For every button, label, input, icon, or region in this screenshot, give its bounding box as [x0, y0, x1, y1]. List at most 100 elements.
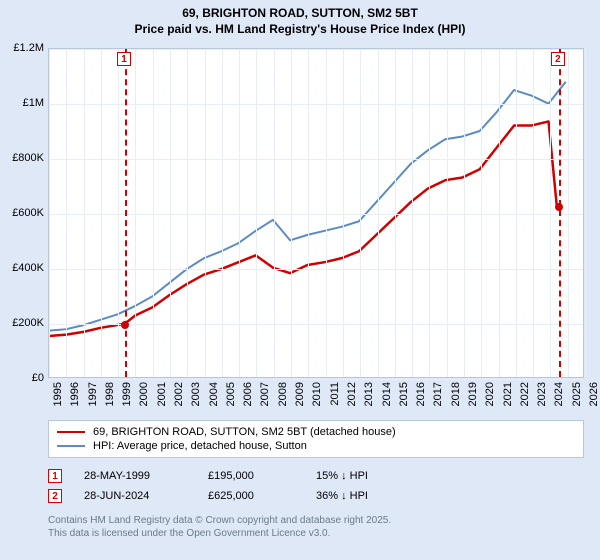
data-row-pct: 36% ↓ HPI [316, 490, 426, 502]
x-axis-label: 1998 [104, 382, 116, 406]
y-axis-label: £0 [32, 372, 44, 384]
x-axis-label: 2018 [450, 382, 462, 406]
grid-line-v [256, 49, 257, 377]
data-row-price: £625,000 [208, 490, 308, 502]
grid-line-v [533, 49, 534, 377]
y-axis-label: £200K [12, 317, 44, 329]
data-row-pct: 15% ↓ HPI [316, 470, 426, 482]
grid-line-v [481, 49, 482, 377]
chart-title: 69, BRIGHTON ROAD, SUTTON, SM2 5BT [0, 0, 600, 22]
x-axis-label: 2016 [415, 382, 427, 406]
x-axis-label: 2005 [225, 382, 237, 406]
grid-line-v [464, 49, 465, 377]
x-axis-label: 2013 [363, 382, 375, 406]
marker-dot [555, 203, 563, 211]
marker-badge: 2 [551, 52, 565, 66]
grid-line-v [222, 49, 223, 377]
y-axis-label: £1.2M [13, 42, 44, 54]
grid-line-v [308, 49, 309, 377]
x-axis-label: 2006 [242, 382, 254, 406]
legend-swatch [57, 445, 85, 447]
x-axis-label: 2017 [432, 382, 444, 406]
x-axis-label: 2014 [381, 382, 393, 406]
data-row-date: 28-JUN-2024 [70, 490, 200, 502]
grid-line-v [239, 49, 240, 377]
data-row: 128-MAY-1999£195,00015% ↓ HPI [48, 466, 584, 486]
grid-line-v [101, 49, 102, 377]
x-axis-label: 2021 [502, 382, 514, 406]
grid-line-h [49, 379, 583, 380]
grid-line-v [378, 49, 379, 377]
x-axis-label: 2015 [398, 382, 410, 406]
x-axis-label: 2025 [571, 382, 583, 406]
x-axis-label: 2020 [484, 382, 496, 406]
data-row-badge: 1 [48, 469, 62, 483]
legend-swatch [57, 431, 85, 433]
grid-line-v [343, 49, 344, 377]
grid-line-v [274, 49, 275, 377]
x-axis-label: 2001 [156, 382, 168, 406]
grid-line-v [585, 49, 586, 377]
grid-line-v [118, 49, 119, 377]
grid-line-v [516, 49, 517, 377]
y-axis-label: £600K [12, 207, 44, 219]
grid-line-v [447, 49, 448, 377]
x-axis-label: 2000 [138, 382, 150, 406]
grid-line-v [568, 49, 569, 377]
grid-line-v [429, 49, 430, 377]
legend: 69, BRIGHTON ROAD, SUTTON, SM2 5BT (deta… [48, 420, 584, 458]
legend-label: HPI: Average price, detached house, Sutt… [93, 440, 307, 452]
x-axis-label: 2024 [553, 382, 565, 406]
y-axis-label: £400K [12, 262, 44, 274]
x-axis-label: 1997 [87, 382, 99, 406]
x-axis-label: 2011 [329, 382, 341, 406]
footer-line-1: Contains HM Land Registry data © Crown c… [48, 514, 391, 527]
grid-line-v [187, 49, 188, 377]
x-axis-label: 2003 [190, 382, 202, 406]
grid-line-h [49, 159, 583, 160]
data-row-badge: 2 [48, 489, 62, 503]
y-axis-label: £1M [23, 97, 44, 109]
grid-line-h [49, 104, 583, 105]
grid-line-v [66, 49, 67, 377]
x-axis-label: 2009 [294, 382, 306, 406]
footer: Contains HM Land Registry data © Crown c… [48, 514, 391, 540]
grid-line-v [170, 49, 171, 377]
grid-line-v [326, 49, 327, 377]
x-axis-label: 2007 [259, 382, 271, 406]
grid-line-v [205, 49, 206, 377]
grid-line-h [49, 49, 583, 50]
grid-line-h [49, 324, 583, 325]
grid-line-h [49, 269, 583, 270]
x-axis-label: 1999 [121, 382, 133, 406]
grid-line-v [49, 49, 50, 377]
arrow-down-icon: ↓ [341, 490, 347, 502]
data-row: 2 28-JUN-2024 £625,000 36% ↓ HPI [48, 486, 584, 506]
grid-line-v [153, 49, 154, 377]
legend-row: 69, BRIGHTON ROAD, SUTTON, SM2 5BT (deta… [57, 425, 575, 439]
marker-line [559, 49, 561, 377]
x-axis-label: 2019 [467, 382, 479, 406]
legend-row: HPI: Average price, detached house, Sutt… [57, 439, 575, 453]
chart-plot-area [48, 48, 584, 378]
data-row-date: 28-MAY-1999 [70, 470, 200, 482]
data-rows: 128-MAY-1999£195,00015% ↓ HPI228-JUN-202… [48, 466, 584, 506]
chart-subtitle: Price paid vs. HM Land Registry's House … [0, 22, 600, 38]
grid-line-v [360, 49, 361, 377]
x-axis-label: 2026 [588, 382, 600, 406]
x-axis-label: 2022 [519, 382, 531, 406]
chart-panel: 69, BRIGHTON ROAD, SUTTON, SM2 5BT Price… [0, 0, 600, 560]
x-axis-label: 2010 [311, 382, 323, 406]
marker-badge: 1 [117, 52, 131, 66]
x-axis-label: 2012 [346, 382, 358, 406]
x-axis-label: 1995 [52, 382, 64, 406]
x-axis-label: 2008 [277, 382, 289, 406]
marker-dot [121, 321, 129, 329]
grid-line-h [49, 214, 583, 215]
x-axis-label: 2002 [173, 382, 185, 406]
grid-line-v [550, 49, 551, 377]
y-axis-label: £800K [12, 152, 44, 164]
grid-line-v [395, 49, 396, 377]
x-axis-label: 2004 [208, 382, 220, 406]
grid-line-v [499, 49, 500, 377]
